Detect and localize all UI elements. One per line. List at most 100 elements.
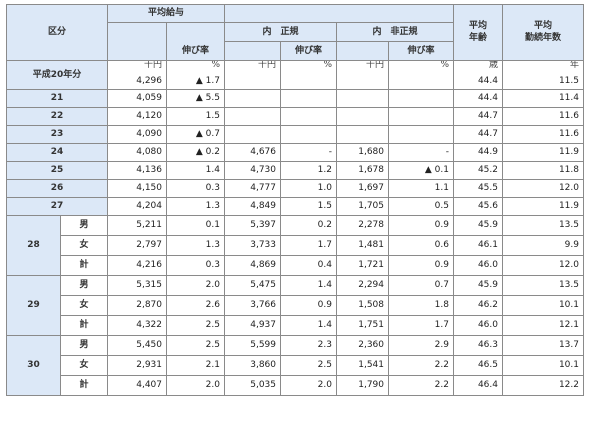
- avg-tenure-cell: 11.6: [502, 107, 584, 126]
- row-label: 21: [6, 89, 108, 108]
- regular-growth-cell: 2.5: [280, 355, 337, 376]
- header-regular-growth: 伸び率: [280, 41, 337, 61]
- header-salary-blank: [107, 22, 167, 61]
- nonregular-growth-cell: 0.9: [388, 255, 454, 276]
- growth-cell: ▲ 0.2: [166, 143, 225, 162]
- avg-age-cell: 46.2: [453, 295, 503, 316]
- group-year-label: 30: [6, 335, 61, 396]
- growth-cell: 2.0: [166, 375, 225, 396]
- growth-cell: 2.5: [166, 335, 225, 356]
- regular-growth-cell: 0.2: [280, 215, 337, 236]
- nonregular-salary-cell: [336, 74, 389, 90]
- unit-label: %: [388, 60, 454, 75]
- avg-salary-cell: 2,931: [107, 355, 167, 376]
- row-label: 24: [6, 143, 108, 162]
- avg-salary-cell: 4,407: [107, 375, 167, 396]
- regular-salary-cell: 3,766: [224, 295, 281, 316]
- regular-growth-cell: 2.3: [280, 335, 337, 356]
- regular-salary-cell: 3,860: [224, 355, 281, 376]
- row-label: 22: [6, 107, 108, 126]
- nonregular-growth-cell: -: [388, 143, 454, 162]
- avg-age-cell: 46.3: [453, 335, 503, 356]
- growth-cell: 1.5: [166, 107, 225, 126]
- group-year-label: 28: [6, 215, 61, 276]
- nonregular-salary-cell: 1,541: [336, 355, 389, 376]
- regular-growth-cell: [280, 74, 337, 90]
- nonregular-growth-cell: [388, 107, 454, 126]
- nonregular-growth-cell: [388, 89, 454, 108]
- avg-salary-cell: 4,216: [107, 255, 167, 276]
- nonregular-salary-cell: 1,481: [336, 235, 389, 256]
- avg-age-cell: 46.1: [453, 235, 503, 256]
- avg-tenure-cell: 9.9: [502, 235, 584, 256]
- avg-age-cell: 45.9: [453, 215, 503, 236]
- regular-salary-cell: 4,777: [224, 179, 281, 198]
- group-sub-label: 男: [60, 335, 108, 356]
- nonregular-salary-cell: 1,751: [336, 315, 389, 336]
- growth-cell: 1.4: [166, 161, 225, 180]
- nonregular-growth-cell: [388, 74, 454, 90]
- avg-age-cell: 45.6: [453, 197, 503, 216]
- avg-tenure-cell: 11.6: [502, 125, 584, 144]
- nonregular-salary-cell: 1,697: [336, 179, 389, 198]
- avg-age-cell: 46.5: [453, 355, 503, 376]
- regular-salary-cell: 4,869: [224, 255, 281, 276]
- growth-cell: 0.1: [166, 215, 225, 236]
- avg-age-cell: 44.4: [453, 74, 503, 90]
- group-sub-label: 女: [60, 235, 108, 256]
- nonregular-growth-cell: ▲ 0.1: [388, 161, 454, 180]
- growth-cell: 1.3: [166, 235, 225, 256]
- avg-salary-cell: 4,204: [107, 197, 167, 216]
- nonregular-growth-cell: 2.2: [388, 375, 454, 396]
- group-sub-label: 計: [60, 255, 108, 276]
- regular-salary-cell: 5,035: [224, 375, 281, 396]
- group-sub-label: 女: [60, 355, 108, 376]
- nonregular-salary-cell: 1,790: [336, 375, 389, 396]
- avg-tenure-cell: 12.0: [502, 179, 584, 198]
- nonregular-salary-cell: 1,680: [336, 143, 389, 162]
- avg-age-cell: 46.4: [453, 375, 503, 396]
- nonregular-salary-cell: 1,721: [336, 255, 389, 276]
- nonregular-growth-cell: 0.7: [388, 275, 454, 296]
- regular-growth-cell: 0.9: [280, 295, 337, 316]
- header-nonregular-blank: [336, 41, 389, 61]
- nonregular-salary-cell: [336, 107, 389, 126]
- regular-salary-cell: [224, 125, 281, 144]
- avg-tenure-cell: 11.8: [502, 161, 584, 180]
- regular-growth-cell: [280, 125, 337, 144]
- header-nonregular-growth: 伸び率: [388, 41, 454, 61]
- avg-tenure-cell: 11.5: [502, 74, 584, 90]
- regular-growth-cell: 1.7: [280, 235, 337, 256]
- unit-label: 千円: [336, 60, 389, 75]
- header-avg-tenure: 平均 勤続年数: [502, 4, 584, 61]
- group-sub-label: 女: [60, 295, 108, 316]
- unit-label: %: [280, 60, 337, 75]
- header-regular: 内 正規: [224, 22, 337, 42]
- regular-growth-cell: 0.4: [280, 255, 337, 276]
- regular-salary-cell: 4,730: [224, 161, 281, 180]
- avg-age-cell: 45.2: [453, 161, 503, 180]
- avg-salary-cell: 4,150: [107, 179, 167, 198]
- nonregular-salary-cell: 2,278: [336, 215, 389, 236]
- regular-growth-cell: 1.2: [280, 161, 337, 180]
- growth-cell: 1.3: [166, 197, 225, 216]
- regular-salary-cell: [224, 107, 281, 126]
- nonregular-growth-cell: 1.7: [388, 315, 454, 336]
- group-sub-label: 男: [60, 215, 108, 236]
- nonregular-growth-cell: 1.8: [388, 295, 454, 316]
- unit-label: 年: [502, 60, 584, 75]
- header-regular-blank: [224, 41, 281, 61]
- nonregular-salary-cell: 1,508: [336, 295, 389, 316]
- header-category: 区分: [6, 4, 108, 61]
- regular-salary-cell: [224, 89, 281, 108]
- avg-tenure-cell: 13.5: [502, 275, 584, 296]
- avg-tenure-cell: 13.7: [502, 335, 584, 356]
- regular-salary-cell: 4,849: [224, 197, 281, 216]
- growth-cell: 0.3: [166, 179, 225, 198]
- header-spacer: [224, 4, 454, 23]
- growth-cell: ▲ 0.7: [166, 125, 225, 144]
- row-label: 平成20年分: [6, 60, 108, 90]
- growth-cell: 2.5: [166, 315, 225, 336]
- group-sub-label: 計: [60, 315, 108, 336]
- regular-growth-cell: -: [280, 143, 337, 162]
